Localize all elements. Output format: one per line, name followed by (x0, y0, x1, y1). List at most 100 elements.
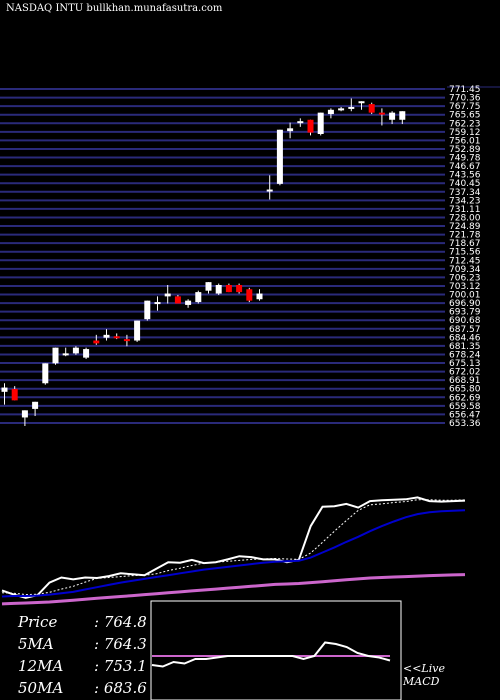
candle-body (11, 388, 18, 401)
candle-body (62, 353, 69, 356)
candle (32, 401, 39, 417)
candle (83, 347, 90, 360)
candle (103, 329, 110, 341)
candle (246, 287, 253, 303)
y-tick-label: 684.46 (449, 333, 481, 343)
y-tick-label: 696.90 (449, 299, 481, 309)
y-tick-label: 700.01 (449, 291, 481, 301)
candle (317, 112, 324, 136)
candle (297, 118, 304, 127)
macd-chart (151, 641, 391, 668)
candle (52, 347, 59, 365)
candle (378, 108, 385, 126)
y-tick-label: 706.23 (449, 273, 481, 283)
grid-lines (0, 86, 500, 424)
y-tick-label: 770.36 (449, 94, 481, 104)
y-tick-label: 746.67 (449, 162, 481, 172)
candle-body (358, 101, 365, 104)
candle-body (195, 292, 202, 303)
y-tick-label: 752.89 (449, 145, 481, 155)
macd-live-text: <<Live (403, 662, 445, 675)
ma50-label: 50MA (18, 679, 64, 697)
candle (134, 320, 141, 342)
candle (174, 294, 181, 304)
candle (154, 296, 161, 311)
candle (93, 334, 100, 345)
y-tick-label: 721.78 (449, 231, 481, 241)
ma5-label: 5MA (18, 635, 54, 653)
candle-body (154, 302, 161, 305)
candle-body (134, 320, 141, 341)
candle (256, 289, 263, 301)
price-label: Price (18, 613, 58, 631)
candle (236, 283, 243, 294)
y-tick-label: 743.56 (449, 171, 481, 181)
y-tick-label: 771.45 (449, 85, 481, 95)
y-tick-label: 672.02 (449, 368, 481, 378)
candle-body (378, 112, 385, 115)
candle (389, 111, 396, 125)
y-tick-label: 756.01 (449, 136, 481, 146)
candle-body (205, 282, 212, 291)
ma-line-5ma (1, 499, 466, 596)
candle-body (103, 334, 110, 338)
candle-body (266, 189, 273, 192)
candle (123, 334, 130, 347)
price-value: : 764.8 (94, 613, 147, 631)
macd-label: <<Live MACD (403, 662, 445, 688)
y-tick-label: 709.34 (449, 265, 481, 275)
y-tick-label: 681.35 (449, 342, 481, 352)
candle (225, 283, 232, 293)
ma5-row: 5MA : 764.3 (18, 633, 147, 655)
candle-body (32, 401, 39, 409)
candle (276, 129, 283, 186)
y-tick-label: 675.13 (449, 359, 481, 369)
candle-body (42, 363, 49, 384)
macd-line-macd (151, 641, 391, 668)
ma5-value: : 764.3 (94, 635, 147, 653)
candle-body (144, 300, 151, 320)
ma50-row: 50MA : 683.6 (18, 677, 147, 699)
candle (1, 383, 8, 405)
ma-line-price (1, 496, 466, 599)
ma50-value: : 683.6 (94, 679, 147, 697)
y-tick-label: 662.69 (449, 393, 481, 403)
candle-body (83, 349, 90, 358)
candle-body (348, 106, 355, 109)
y-tick-label: 737.34 (449, 188, 481, 198)
y-tick-label: 728.00 (449, 213, 481, 223)
y-tick-label: 659.58 (449, 402, 481, 412)
moving-average-chart (1, 496, 466, 606)
candle (11, 386, 18, 401)
y-tick-label: 653.36 (449, 419, 481, 429)
candle-body (287, 128, 294, 132)
macd-panel-frame (150, 600, 402, 700)
y-tick-label: 749.78 (449, 154, 481, 164)
y-tick-label: 734.23 (449, 196, 481, 206)
candle-body (317, 112, 324, 135)
candle (42, 363, 49, 385)
info-panel: Price : 764.8 5MA : 764.3 12MA : 753.1 5… (18, 611, 147, 699)
candle (21, 410, 28, 426)
candle (144, 300, 151, 321)
y-axis-tick-labels: 771.45770.36767.75765.65762.23759.12756.… (449, 85, 481, 429)
y-tick-label: 759.12 (449, 128, 481, 138)
y-tick-label: 703.12 (449, 282, 481, 292)
candle-body (21, 410, 28, 418)
y-tick-label: 724.89 (449, 222, 481, 232)
candle-body (399, 111, 406, 120)
y-tick-label: 693.79 (449, 308, 481, 318)
candle-body (327, 109, 334, 115)
candle-body (123, 339, 130, 342)
y-tick-label: 718.67 (449, 239, 481, 249)
candle-body (164, 293, 171, 297)
macd-name-text: MACD (403, 675, 440, 688)
candle (113, 333, 120, 340)
y-tick-label: 712.45 (449, 256, 481, 266)
candle-body (215, 284, 222, 294)
candle (399, 111, 406, 125)
candle-body (246, 289, 253, 301)
candle (287, 122, 294, 139)
y-tick-label: 740.45 (449, 179, 481, 189)
